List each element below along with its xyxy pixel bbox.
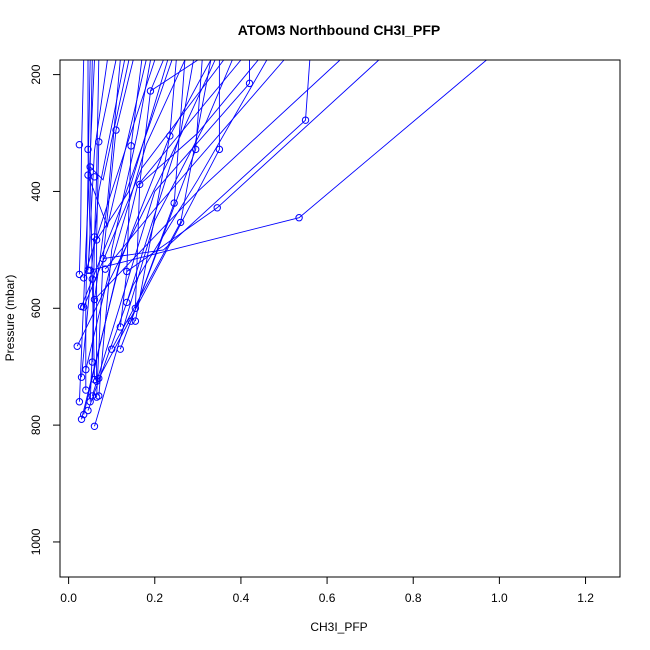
x-tick-label-4: 0.8 — [405, 591, 422, 605]
profile-line-4 — [91, 60, 100, 363]
x-tick-label-0: 0.0 — [60, 591, 77, 605]
data-point-40 — [77, 373, 86, 381]
data-point-13 — [176, 218, 185, 227]
profile-line-29 — [81, 60, 126, 378]
x-tick-label-6: 1.2 — [577, 591, 594, 605]
data-point-51 — [79, 410, 88, 419]
profile-line-18 — [91, 60, 250, 397]
data-point-23 — [84, 266, 92, 275]
data-point-2 — [95, 138, 103, 146]
data-point-49 — [75, 398, 84, 406]
data-point-42 — [90, 375, 99, 384]
profile-line-7 — [96, 60, 134, 398]
data-point-54 — [88, 358, 97, 366]
data-point-15 — [191, 145, 200, 154]
profile-line-38 — [89, 60, 130, 181]
profile-line-24 — [90, 60, 487, 271]
data-point-34 — [131, 317, 140, 325]
data-point-33 — [131, 304, 140, 312]
data-point-20 — [90, 233, 99, 241]
profile-line-30 — [87, 60, 108, 271]
profile-line-28 — [83, 60, 156, 279]
chart-title: ATOM3 Northbound CH3I_PFP — [238, 22, 440, 38]
data-point-55 — [95, 374, 103, 383]
y-tick-label-2: 600 — [29, 298, 43, 318]
profile-lines — [76, 60, 487, 427]
profile-line-15 — [111, 60, 212, 350]
data-point-4 — [84, 171, 92, 179]
profile-line-34 — [81, 60, 212, 420]
profile-line-14 — [119, 60, 203, 350]
x-tick-label-5: 1.0 — [491, 591, 508, 605]
data-point-11 — [213, 204, 221, 212]
data-point-27 — [99, 254, 107, 263]
y-tick-label-4: 1000 — [29, 528, 43, 555]
y-tick-label-0: 200 — [29, 64, 43, 84]
y-axis: 200 400 600 800 1000 — [29, 64, 60, 555]
profile-line-36 — [96, 60, 169, 241]
profile-line-27 — [81, 60, 173, 307]
data-point-0 — [75, 141, 84, 149]
x-tick-label-3: 0.6 — [319, 591, 336, 605]
profile-line-23 — [126, 60, 380, 272]
data-point-9 — [245, 79, 254, 88]
data-point-1 — [84, 145, 92, 154]
data-point-6 — [112, 126, 120, 134]
profile-line-20 — [104, 60, 285, 270]
y-tick-label-1: 400 — [29, 181, 43, 201]
data-point-12 — [295, 214, 303, 222]
data-point-7 — [127, 142, 135, 150]
data-point-24 — [86, 266, 94, 275]
data-point-52 — [77, 415, 86, 423]
x-axis-label: CH3I_PFP — [310, 620, 367, 634]
profile-line-39 — [76, 60, 216, 347]
profile-line-26 — [83, 60, 225, 308]
plot-area — [73, 60, 487, 430]
data-point-26 — [101, 265, 109, 273]
data-point-17 — [170, 199, 178, 207]
data-point-31 — [90, 295, 99, 304]
profile-line-35 — [85, 60, 186, 370]
x-tick-label-1: 0.2 — [146, 591, 163, 605]
data-point-44 — [82, 386, 90, 394]
profile-line-3 — [85, 60, 91, 391]
data-point-3 — [86, 163, 94, 171]
data-point-35 — [127, 317, 135, 325]
x-axis: 0.0 0.2 0.4 0.6 0.8 1.0 1.2 — [60, 577, 594, 605]
data-point-39 — [116, 345, 125, 353]
profile-line-17 — [94, 60, 233, 427]
data-point-22 — [79, 274, 88, 282]
profile-line-21 — [103, 60, 311, 260]
profile-line-33 — [139, 60, 259, 185]
data-point-8 — [146, 87, 155, 95]
data-point-16 — [166, 132, 174, 140]
data-point-36 — [116, 323, 125, 331]
plot-frame — [59, 59, 621, 578]
data-point-5 — [90, 173, 99, 181]
data-point-18 — [135, 180, 144, 189]
data-point-53 — [90, 422, 99, 430]
data-point-14 — [215, 145, 224, 154]
data-point-28 — [123, 267, 131, 276]
profile-line-22 — [94, 60, 341, 300]
y-tick-label-3: 800 — [29, 415, 43, 435]
data-point-48 — [95, 392, 103, 400]
profile-line-0 — [78, 60, 85, 275]
data-point-50 — [84, 406, 92, 415]
data-point-38 — [107, 345, 116, 353]
y-axis-label: Pressure (mbar) — [3, 275, 17, 362]
profile-line-37 — [87, 60, 147, 229]
data-point-10 — [301, 116, 310, 124]
profile-line-31 — [78, 60, 95, 402]
data-point-30 — [79, 303, 88, 311]
sample-points — [73, 79, 310, 430]
x-tick-label-2: 0.4 — [233, 591, 250, 605]
data-point-25 — [88, 275, 97, 283]
profile-line-25 — [150, 60, 199, 92]
profile-line-5 — [96, 60, 117, 382]
data-point-41 — [82, 365, 90, 374]
data-point-32 — [123, 298, 131, 307]
data-point-37 — [73, 342, 81, 350]
